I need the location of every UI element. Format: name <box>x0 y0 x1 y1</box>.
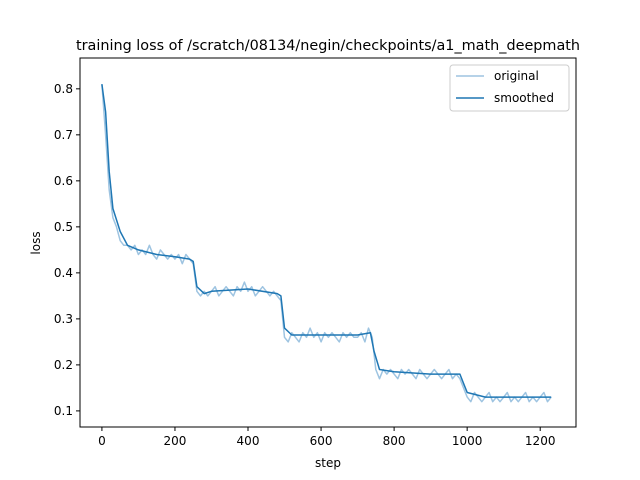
x-tick-label: 0 <box>98 434 106 448</box>
series-line-original <box>101 84 552 403</box>
y-tick-label: 0.5 <box>54 220 73 234</box>
y-tick-label: 0.8 <box>54 82 73 96</box>
x-tick-label: 1000 <box>452 434 483 448</box>
x-tick-label: 400 <box>237 434 260 448</box>
legend: original smoothed <box>449 64 570 112</box>
x-tick-label: 600 <box>310 434 333 448</box>
y-axis-label: loss <box>29 231 43 254</box>
x-axis-label: step <box>315 456 341 470</box>
x-tick-label: 1200 <box>525 434 556 448</box>
x-tick-label: 800 <box>383 434 406 448</box>
series-line-smoothed <box>101 84 552 398</box>
axes-frame <box>79 57 577 428</box>
y-tick-label: 0.2 <box>54 358 73 372</box>
y-tick-label: 0.7 <box>54 128 73 142</box>
legend-label-original: original <box>494 69 539 83</box>
legend-label-smoothed: smoothed <box>494 91 554 105</box>
y-tick-label: 0.6 <box>54 174 73 188</box>
x-tick-label: 200 <box>164 434 187 448</box>
y-tick-label: 0.1 <box>54 404 73 418</box>
y-tick-label: 0.4 <box>54 266 73 280</box>
chart-title: training loss of /scratch/08134/negin/ch… <box>76 38 580 54</box>
y-tick-label: 0.3 <box>54 312 73 326</box>
